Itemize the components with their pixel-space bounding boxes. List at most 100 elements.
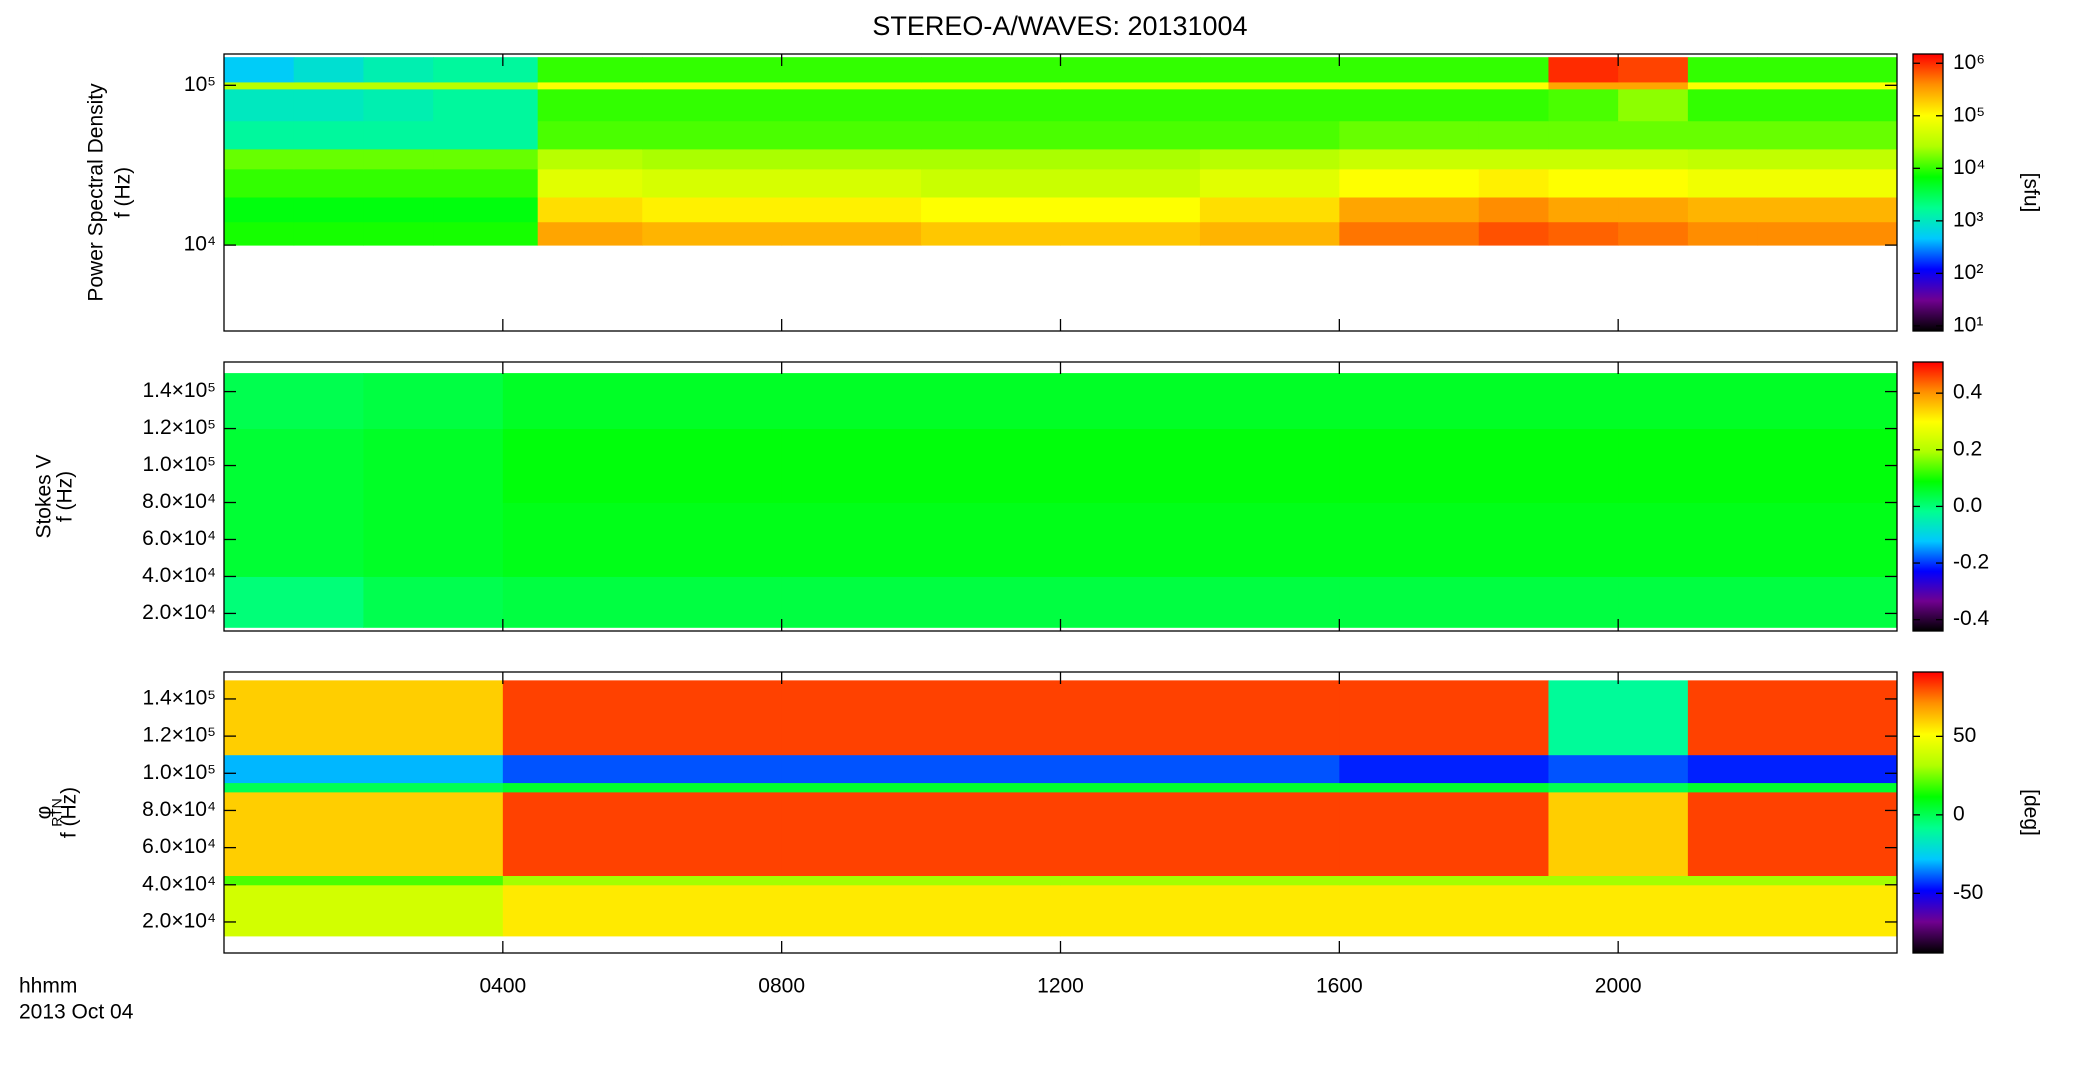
heatmap-cell bbox=[1548, 168, 1619, 198]
y-axis-label: f (Hz) bbox=[58, 787, 81, 838]
heatmap-cell bbox=[1687, 148, 1759, 170]
heatmap-cell bbox=[1687, 782, 1898, 793]
y-tick-label: 1.4×10⁵ bbox=[142, 686, 216, 709]
heatmap-cell bbox=[1060, 221, 1201, 246]
heatmap-cell bbox=[1478, 148, 1549, 170]
heatmap-cell bbox=[642, 57, 783, 83]
heatmap-cell bbox=[781, 57, 922, 83]
y-axis-label: f (Hz) bbox=[112, 167, 135, 218]
heatmap-cell bbox=[1548, 782, 1689, 793]
heatmap-cell bbox=[1339, 373, 1619, 430]
heatmap-cell bbox=[1060, 168, 1201, 198]
heatmap-cell bbox=[224, 782, 504, 793]
heatmap-cell bbox=[1060, 120, 1201, 150]
heatmap-cell bbox=[363, 120, 434, 150]
colorbar bbox=[1912, 53, 1944, 332]
heatmap-cell bbox=[1199, 88, 1340, 122]
heatmap-cell bbox=[433, 81, 539, 90]
heatmap-cell bbox=[363, 196, 434, 223]
heatmap-cell bbox=[363, 168, 434, 198]
heatmap-cell bbox=[1060, 875, 1340, 886]
y-axis-label: φ bbox=[33, 806, 56, 820]
y-tick-label: 4.0×10⁴ bbox=[142, 872, 216, 895]
colorbar-tick-label: 10¹ bbox=[1953, 313, 1983, 336]
heatmap-cell bbox=[1199, 148, 1340, 170]
heatmap-cell bbox=[224, 428, 364, 504]
heatmap-cell bbox=[502, 373, 783, 430]
heatmap-cell bbox=[224, 875, 504, 886]
heatmap-cell bbox=[224, 148, 295, 170]
heatmap-cell bbox=[781, 81, 922, 90]
heatmap-cell bbox=[224, 791, 504, 877]
heatmap-cell bbox=[781, 196, 922, 223]
heatmap-cell bbox=[502, 884, 783, 937]
colorbar bbox=[1912, 671, 1944, 954]
colorbar-label: [sfu] bbox=[2019, 173, 2042, 213]
heatmap-cell bbox=[537, 168, 643, 198]
heatmap-cell bbox=[1060, 57, 1201, 83]
heatmap-cell bbox=[363, 576, 504, 628]
heatmap-cell bbox=[781, 120, 922, 150]
heatmap-cell bbox=[1199, 57, 1340, 83]
heatmap-cell bbox=[1548, 120, 1619, 150]
heatmap-cell bbox=[224, 81, 295, 90]
heatmap-cell bbox=[363, 148, 434, 170]
heatmap-cell bbox=[1339, 221, 1480, 246]
x-tick-label: 0400 bbox=[479, 975, 526, 998]
heatmap-cell bbox=[1339, 196, 1480, 223]
heatmap-cell bbox=[1339, 502, 1619, 577]
heatmap-cell bbox=[224, 884, 504, 937]
heatmap-cell bbox=[1548, 875, 1689, 886]
heatmap-cell bbox=[224, 120, 295, 150]
heatmap-cell bbox=[1339, 148, 1480, 170]
colorbar-tick-label: 50 bbox=[1953, 724, 1976, 747]
heatmap-cell bbox=[1757, 88, 1898, 122]
heatmap-cell bbox=[1687, 88, 1759, 122]
y-tick-label: 1.2×10⁵ bbox=[142, 724, 216, 747]
heatmap-cell bbox=[781, 754, 1061, 784]
heatmap-cell bbox=[1618, 57, 1689, 83]
x-tick-label: 1200 bbox=[1037, 975, 1084, 998]
heatmap-cell bbox=[293, 81, 364, 90]
colorbar-tick-label: 0.4 bbox=[1953, 381, 1983, 404]
colorbar-tick-label: 0.2 bbox=[1953, 437, 1982, 460]
heatmap-cell bbox=[224, 502, 364, 577]
heatmap-cell bbox=[1339, 782, 1549, 793]
heatmap-cell bbox=[921, 88, 1061, 122]
heatmap-cell bbox=[433, 88, 539, 122]
colorbar-tick-label: 10³ bbox=[1953, 208, 1983, 231]
colorbar-tick-label: 0.0 bbox=[1953, 494, 1982, 517]
heatmap-cell bbox=[1339, 576, 1619, 628]
heatmap-cell bbox=[921, 168, 1061, 198]
colorbar-tick-label: -50 bbox=[1953, 881, 1983, 904]
heatmap-cell bbox=[642, 221, 783, 246]
heatmap-cell bbox=[781, 884, 1061, 937]
colorbar-tick-label: 10⁶ bbox=[1953, 51, 1985, 74]
heatmap-cell bbox=[1478, 168, 1549, 198]
heatmap-cell bbox=[433, 168, 539, 198]
y-tick-label: 2.0×10⁴ bbox=[142, 910, 216, 933]
heatmap-cell bbox=[1548, 57, 1619, 83]
heatmap-cell bbox=[642, 81, 783, 90]
heatmap-cell bbox=[1618, 148, 1689, 170]
y-tick-label: 1.0×10⁵ bbox=[142, 453, 216, 476]
heatmap-cell bbox=[224, 168, 295, 198]
heatmap-cell bbox=[1339, 875, 1549, 886]
heatmap-cell bbox=[1687, 884, 1898, 937]
y-tick-label: 8.0×10⁴ bbox=[142, 490, 216, 513]
heatmap-cell bbox=[363, 502, 504, 577]
heatmap-cell bbox=[293, 196, 364, 223]
heatmap-cell bbox=[921, 221, 1061, 246]
heatmap-cell bbox=[224, 221, 295, 246]
heatmap-cell bbox=[502, 576, 783, 628]
heatmap-cell bbox=[1199, 221, 1340, 246]
heatmap-cell bbox=[1618, 196, 1689, 223]
heatmap-cell bbox=[1060, 576, 1340, 628]
heatmap-cell bbox=[1618, 576, 1898, 628]
heatmap-cell bbox=[1548, 148, 1619, 170]
heatmap-cell bbox=[433, 120, 539, 150]
heatmap-cell bbox=[224, 680, 504, 756]
heatmap-cell bbox=[1060, 428, 1340, 504]
heatmap-cell bbox=[293, 57, 364, 83]
heatmap-cell bbox=[642, 120, 783, 150]
